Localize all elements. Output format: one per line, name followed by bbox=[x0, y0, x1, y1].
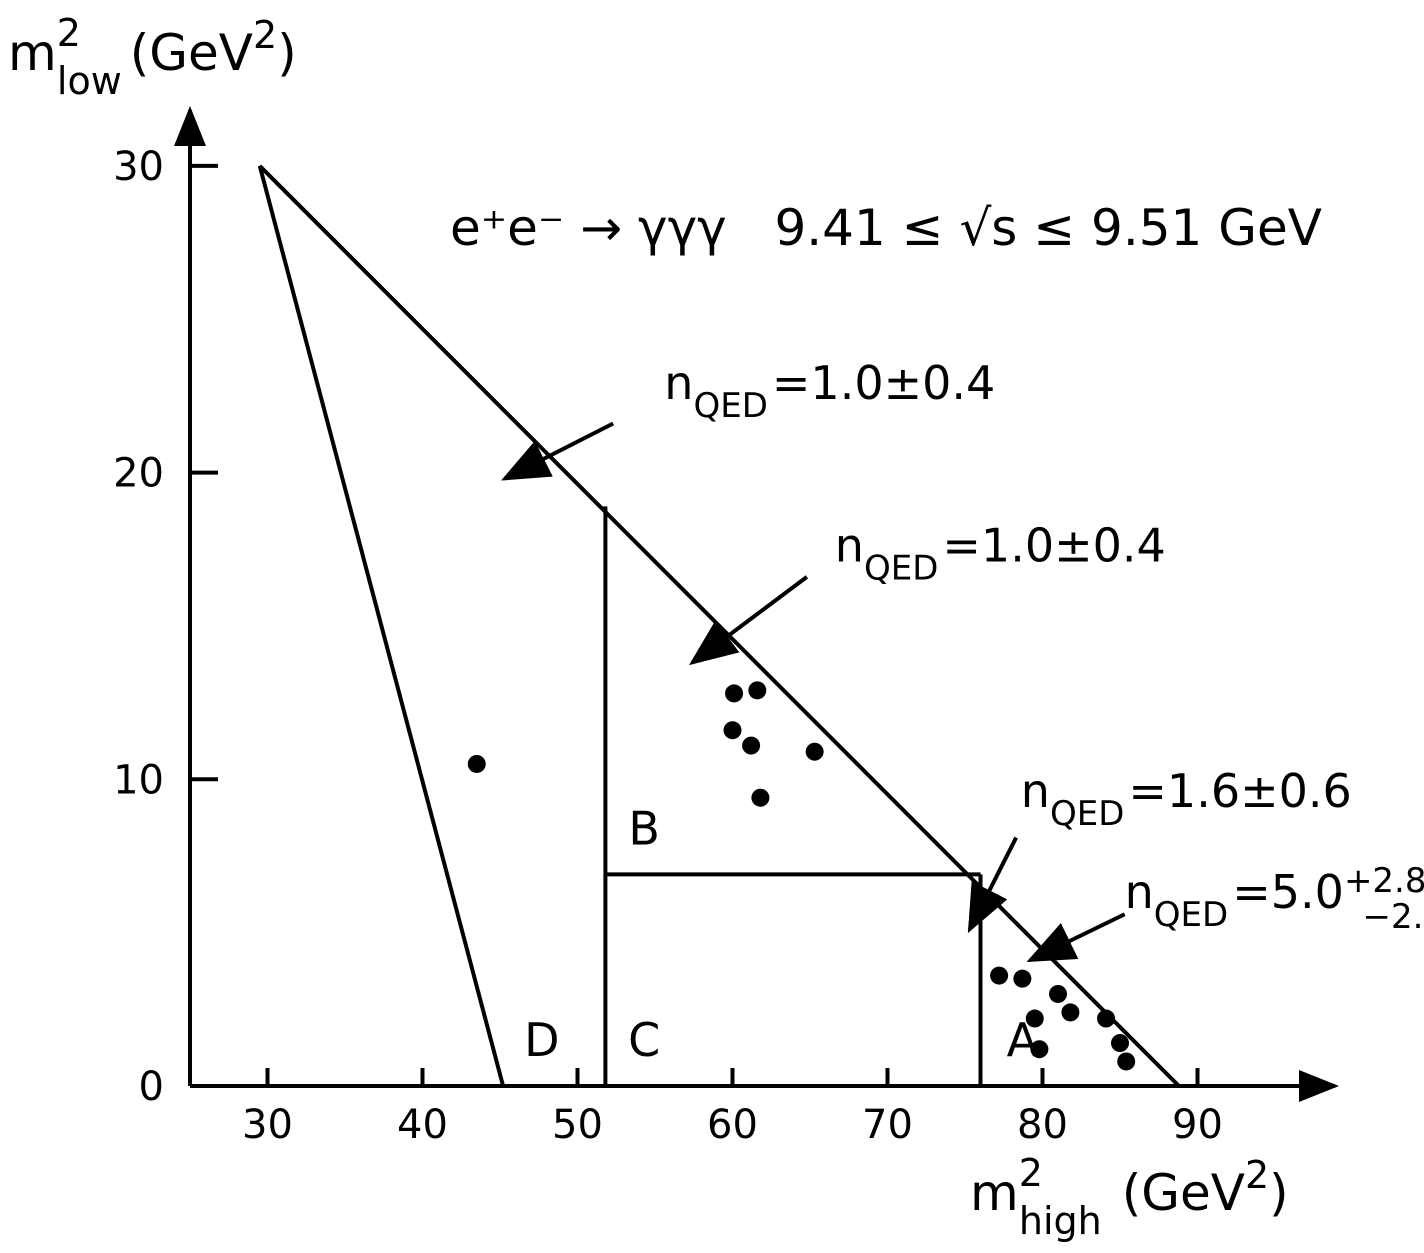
data-point bbox=[751, 788, 770, 807]
region-labels: D C B A bbox=[524, 801, 1038, 1067]
boundary-line bbox=[257, 165, 506, 1087]
x-axis-label-sup: 2 bbox=[1019, 1151, 1043, 1195]
nqed-2-base: n bbox=[835, 519, 864, 573]
nqed-1-arrow bbox=[501, 421, 615, 481]
data-point bbox=[742, 736, 761, 755]
data-point bbox=[1013, 969, 1032, 988]
x-tick-label: 30 bbox=[242, 1102, 293, 1148]
region-label-c: C bbox=[628, 1013, 660, 1067]
nqed-1-base: n bbox=[664, 356, 693, 410]
x-tick-label: 50 bbox=[552, 1102, 603, 1148]
data-point bbox=[748, 681, 767, 700]
data-point bbox=[1030, 1040, 1049, 1059]
x-axis-label: m2 high (GeV2) bbox=[970, 1151, 1289, 1243]
y-axis-label-sup: 2 bbox=[57, 11, 81, 55]
nqed-4-sub: QED bbox=[1154, 895, 1228, 935]
chart-title: e⁺e⁻ → γγγ 9.41 ≤ √s ≤ 9.51 GeV bbox=[450, 199, 1322, 257]
nqed-4-err-down: −2.0 bbox=[1363, 897, 1424, 937]
data-points bbox=[467, 681, 1136, 1071]
y-ticks: 0 10 20 30 bbox=[113, 144, 218, 1110]
data-point bbox=[1117, 1052, 1136, 1071]
nqed-2-sub: QED bbox=[864, 549, 938, 589]
data-point bbox=[990, 966, 1009, 985]
nqed-1-sub: QED bbox=[693, 386, 767, 426]
x-axis-label-unit: (GeV bbox=[1122, 1164, 1245, 1222]
y-axis-label-unit: (GeV bbox=[130, 24, 253, 82]
nqed-1-value: =1.0±0.4 bbox=[772, 356, 995, 410]
nqed-3-arrow bbox=[967, 836, 1018, 934]
nqed-3-label: nQED=1.6±0.6 bbox=[1021, 764, 1352, 834]
boundary-line bbox=[258, 164, 1181, 1088]
region-label-b: B bbox=[628, 801, 660, 855]
x-tick-label: 60 bbox=[707, 1102, 758, 1148]
x-tick-label: 80 bbox=[1017, 1102, 1068, 1148]
y-axis-label-base: m bbox=[8, 24, 57, 82]
nqed-4-err-up: +2.8 bbox=[1344, 861, 1424, 901]
x-tick-label: 40 bbox=[397, 1102, 448, 1148]
x-axis-label-base: m bbox=[970, 1164, 1019, 1222]
data-point bbox=[1061, 1003, 1080, 1022]
nqed-3-value: =1.6±0.6 bbox=[1128, 764, 1351, 818]
region-label-d: D bbox=[524, 1013, 559, 1067]
y-tick-label: 20 bbox=[113, 451, 164, 497]
nqed-4-label: nQED=5.0+2.8−2.0 bbox=[1125, 861, 1424, 937]
nqed-3-base: n bbox=[1021, 764, 1050, 818]
boundary-lines bbox=[257, 164, 1181, 1088]
data-point bbox=[1049, 984, 1067, 1003]
data-point bbox=[1111, 1034, 1129, 1053]
nqed-3-sub: QED bbox=[1050, 794, 1124, 834]
nqed-4-base: n bbox=[1125, 865, 1154, 919]
data-point bbox=[725, 684, 744, 703]
annotations: nQED=1.0±0.4nQED=1.0±0.4nQED=1.6±0.6nQED… bbox=[501, 356, 1424, 963]
x-ticks: 30 40 50 60 70 80 90 bbox=[242, 1068, 1223, 1148]
x-axis-label-unit-close: ) bbox=[1269, 1164, 1289, 1222]
y-axis-label: m2 low (GeV2) bbox=[8, 11, 297, 103]
y-axis-label-unit-close: ) bbox=[277, 24, 297, 82]
nqed-4-arrow bbox=[1026, 912, 1126, 963]
data-point bbox=[467, 754, 486, 773]
y-tick-label: 0 bbox=[139, 1064, 164, 1110]
data-point bbox=[1025, 1009, 1044, 1028]
y-axis-label-unit-sup: 2 bbox=[253, 13, 277, 57]
nqed-4-value: =5.0 bbox=[1232, 865, 1344, 919]
data-point bbox=[1097, 1009, 1116, 1028]
nqed-1-label: nQED=1.0±0.4 bbox=[664, 356, 995, 426]
x-tick-label: 90 bbox=[1172, 1102, 1223, 1148]
x-axis-label-unit-sup: 2 bbox=[1245, 1153, 1269, 1197]
nqed-2-arrow bbox=[688, 575, 809, 666]
nqed-2-label: nQED=1.0±0.4 bbox=[835, 519, 1166, 589]
data-point bbox=[723, 721, 742, 740]
x-tick-label: 70 bbox=[862, 1102, 913, 1148]
y-axis-label-sub: low bbox=[57, 59, 122, 103]
data-point bbox=[805, 742, 824, 761]
x-axis-label-sub: high bbox=[1019, 1199, 1102, 1243]
region-label-a: A bbox=[1007, 1013, 1039, 1067]
y-tick-label: 30 bbox=[113, 144, 164, 190]
y-tick-label: 10 bbox=[113, 757, 164, 803]
nqed-2-value: =1.0±0.4 bbox=[942, 519, 1165, 573]
